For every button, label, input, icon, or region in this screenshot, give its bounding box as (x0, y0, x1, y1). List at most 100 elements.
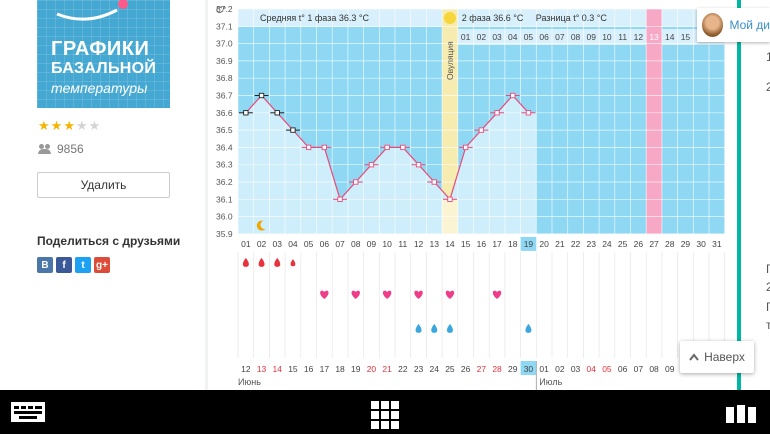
calendar-date-label: 12 (241, 364, 251, 374)
cycle-day-label: 24 (602, 239, 612, 249)
phase2-day-label: 07 (555, 32, 565, 42)
start-grid-icon[interactable] (371, 401, 399, 429)
temperature-point (384, 144, 390, 151)
blood-drop-icon (290, 259, 296, 267)
temperature-point (258, 92, 265, 99)
temperature-point (290, 127, 296, 133)
y-tick-label: 37.2 (216, 4, 233, 14)
calendar-date-label: 28 (492, 364, 502, 374)
temperature-point (368, 162, 375, 168)
temperature-point (321, 144, 328, 151)
cycle-day-label: 27 (649, 239, 659, 249)
right-panel-text: 2 (766, 280, 770, 294)
delete-button[interactable]: Удалить (37, 172, 170, 198)
calendar-date-label: 20 (367, 364, 377, 374)
thermometer-curve-icon (56, 0, 128, 21)
cycle-day-label: 29 (681, 239, 691, 249)
calendar-date-label: 08 (649, 364, 659, 374)
star-filled-icon: ★ (63, 118, 76, 133)
users-icon (38, 144, 51, 154)
heart-icon (351, 290, 360, 299)
cycle-day-label: 04 (288, 239, 298, 249)
calendar-date-label: 18 (335, 364, 345, 374)
phase2-day-label: 05 (524, 32, 534, 42)
app-info-panel: ГРАФИКИ БАЗАЛЬНОЙ температуры ★★★★★ 9856… (0, 0, 205, 390)
temperature-point (305, 144, 312, 151)
calendar-date-label: 16 (304, 364, 314, 374)
star-filled-icon: ★ (38, 118, 51, 133)
phase1-label: Средняя t° 1 фаза 36.3 °С (260, 13, 369, 23)
calendar-date-label: 22 (398, 364, 408, 374)
heart-icon (492, 290, 502, 299)
month-label-1: Июнь (238, 377, 261, 387)
cycle-day-label: 11 (398, 239, 407, 249)
heart-icon (382, 290, 392, 299)
water-drop-icon (415, 323, 422, 333)
cycle-day-label: 23 (587, 239, 597, 249)
profile-label: Мой ди (729, 18, 770, 32)
twitter-icon[interactable]: t (75, 257, 91, 273)
star-empty-icon: ★ (75, 118, 89, 133)
cycle-day-label: 17 (492, 239, 502, 249)
temperature-point (274, 110, 280, 116)
cycle-day-label: 08 (351, 239, 361, 249)
cycle-day-label: 20 (539, 239, 549, 249)
cycle-day-label: 06 (320, 239, 330, 249)
cycle-day-label: 07 (335, 239, 345, 249)
bbt-chart: 37.2 37.1 37.0 36.9 36.8 36.7 36.6 36.5 36.4 36.3… (208, 0, 738, 390)
phase2-day-label: 10 (602, 32, 612, 42)
users-count-value: 9856 (57, 142, 84, 156)
logo-line-3: температуры (51, 80, 148, 96)
calendar-date-label: 24 (430, 364, 440, 374)
cycle-day-label: 01 (241, 239, 251, 249)
ovulation-label: Овуляция (445, 41, 455, 80)
moon-icon (256, 220, 266, 231)
cycle-day-label: 12 (414, 239, 424, 249)
highlight-day-column (646, 9, 662, 234)
phase2-day-label: 15 (681, 32, 691, 42)
calendar-date-label: 26 (461, 364, 471, 374)
blood-drop-icon (258, 257, 265, 267)
cycle-day-label: 30 (696, 239, 706, 249)
cycle-day-label: 03 (273, 239, 283, 249)
right-panel-text: 2 (766, 80, 770, 94)
cycle-day-label: 31 (712, 239, 722, 249)
phase2-day-label: 11 (618, 32, 627, 42)
y-tick-label: 37.1 (216, 21, 233, 31)
star-filled-icon: ★ (50, 118, 64, 133)
temperature-point (478, 127, 484, 133)
task-view-icon[interactable] (726, 405, 756, 423)
google-plus-icon[interactable]: g+ (94, 257, 110, 273)
unit-label: С° (216, 5, 226, 15)
calendar-date-label: 15 (288, 364, 298, 374)
calendar-date-label: 29 (508, 364, 518, 374)
cycle-day-label: 10 (382, 239, 392, 249)
difference-label: Разница t° 0.3 °С (536, 13, 608, 23)
current-day-highlight (520, 236, 537, 251)
app-rating: ★★★★★ (38, 118, 101, 134)
calendar-date-label: 23 (414, 364, 424, 374)
cycle-day-label: 16 (477, 239, 487, 249)
app-logo: ГРАФИКИ БАЗАЛЬНОЙ температуры (37, 0, 170, 108)
month-label-2: Июль (539, 377, 562, 387)
water-drop-icon (431, 323, 438, 333)
vk-icon[interactable]: В (37, 257, 53, 273)
calendar-date-label: 25 (445, 364, 455, 374)
keyboard-icon[interactable] (11, 402, 45, 422)
calendar-date-label: 07 (634, 364, 644, 374)
facebook-icon[interactable]: f (56, 257, 72, 273)
cycle-day-label: 18 (508, 239, 518, 249)
profile-button[interactable]: Мой ди (697, 8, 770, 42)
calendar-date-label: 17 (320, 364, 330, 374)
cycle-day-label: 22 (571, 239, 581, 249)
logo-line-1: ГРАФИКИ (51, 38, 150, 60)
scroll-top-button[interactable]: Наверх (680, 341, 754, 373)
cycle-day-label: 28 (665, 239, 675, 249)
y-tick-label: 37.0 (216, 39, 233, 49)
temperature-point (525, 110, 532, 116)
ovulation-column (442, 9, 458, 234)
temperature-point (447, 196, 453, 202)
temperature-point (494, 110, 500, 116)
